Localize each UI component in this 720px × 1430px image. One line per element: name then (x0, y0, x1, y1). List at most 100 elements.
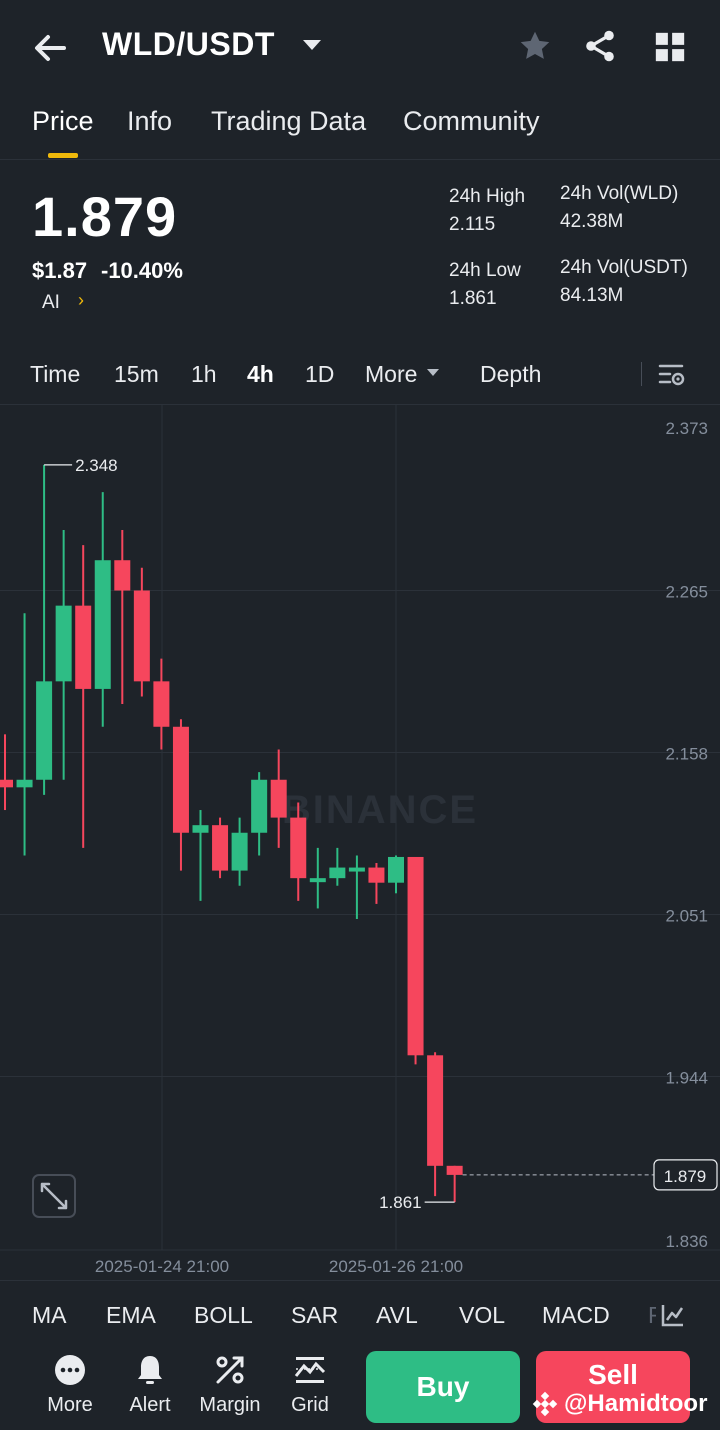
indicator-macd[interactable]: MACD (542, 1302, 610, 1328)
vol-quote-label: 24h Vol(USDT) (560, 257, 688, 278)
candle-body (270, 779, 287, 818)
interval-more[interactable]: More (365, 361, 418, 387)
candle-body (75, 605, 92, 689)
back-icon[interactable] (30, 28, 70, 68)
candle-body (388, 856, 404, 883)
price-change-percent: -10.40% (101, 258, 183, 283)
star-icon[interactable] (517, 28, 553, 64)
divider (0, 404, 720, 405)
candle-body (172, 726, 189, 833)
sell-button[interactable]: Sell (536, 1351, 690, 1423)
candle-body (251, 779, 268, 833)
indicator-settings-icon[interactable] (660, 1302, 686, 1328)
vol-base-value: 42.38M (560, 211, 624, 232)
candle-body (133, 590, 150, 682)
grid-trading-icon (294, 1357, 326, 1383)
max-price-label: 2.348 (75, 456, 118, 475)
margin-button[interactable]: Margin (195, 1352, 265, 1417)
divider (0, 159, 720, 160)
y-tick-label: 2.265 (665, 583, 708, 602)
chevron-right-icon[interactable]: › (78, 290, 84, 310)
candle (133, 567, 150, 697)
buy-button[interactable]: Buy (366, 1351, 520, 1423)
candle (0, 734, 13, 811)
candle (309, 847, 326, 909)
indicator-vol[interactable]: VOL (459, 1302, 506, 1328)
interval-1h[interactable]: 1h (191, 361, 217, 387)
candle (114, 529, 131, 705)
candlestick-chart[interactable]: BINANCE 2.348 1.861 1.879 2.373 2.265 2.158 2… (0, 405, 720, 1280)
indicator-sar[interactable]: SAR (291, 1302, 339, 1328)
candle (407, 856, 424, 1065)
indicator-more[interactable]: R (648, 1302, 656, 1329)
more-label: More (47, 1394, 93, 1416)
watermark-handle: @Hamidtoor (564, 1390, 708, 1417)
divider (641, 362, 642, 386)
grid-icon[interactable] (653, 30, 687, 64)
interval-1d[interactable]: 1D (305, 361, 335, 387)
candle (231, 817, 248, 886)
candle (212, 817, 229, 879)
interval-4h[interactable]: 4h (247, 361, 274, 387)
share-icon[interactable] (582, 28, 618, 64)
candle-body (94, 560, 111, 689)
fullscreen-icon[interactable] (32, 1174, 76, 1218)
min-price-label: 1.861 (379, 1193, 422, 1212)
tab-info[interactable]: Info (127, 106, 173, 136)
candle-body (0, 779, 13, 788)
binance-logo-icon (532, 1391, 558, 1417)
x-tick-label: 2025-01-24 21:00 (95, 1257, 229, 1276)
indicator-ema[interactable]: EMA (106, 1302, 156, 1328)
candle-body (55, 605, 72, 682)
indicator-avl[interactable]: AVL (376, 1302, 418, 1328)
y-tick-label: 2.051 (665, 906, 708, 925)
grid-label: Grid (291, 1394, 329, 1416)
low-label: 24h Low (449, 260, 521, 281)
candle (94, 492, 111, 727)
candle-body (231, 832, 248, 871)
indicator-ma[interactable]: MA (32, 1302, 67, 1328)
interval-15m[interactable]: 15m (114, 361, 159, 387)
tab-community[interactable]: Community (403, 106, 540, 136)
depth-tab[interactable]: Depth (480, 361, 542, 387)
candle-body (348, 867, 365, 872)
candle-body (16, 779, 33, 788)
chart-settings-icon[interactable] (656, 360, 688, 390)
chevron-down-icon[interactable] (427, 369, 439, 376)
chevron-down-icon[interactable] (303, 40, 321, 50)
divider (0, 1280, 720, 1281)
candle (172, 719, 189, 871)
tab-trading-data[interactable]: Trading Data (211, 106, 367, 136)
interval-time[interactable]: Time (30, 361, 81, 387)
bell-icon (138, 1356, 162, 1384)
candle (348, 855, 365, 920)
chart-watermark: BINANCE (282, 788, 478, 832)
indicator-boll[interactable]: BOLL (194, 1302, 253, 1328)
y-tick-label: 1.944 (665, 1068, 708, 1087)
y-tick-label: 1.836 (665, 1232, 708, 1251)
pair-title[interactable]: WLD/USDT (102, 26, 275, 62)
category-tag[interactable]: AI (42, 292, 60, 313)
candle (446, 1165, 463, 1203)
last-price: 1.879 (32, 185, 178, 248)
candle-body (212, 825, 229, 871)
margin-label: Margin (199, 1394, 261, 1416)
candle (36, 464, 53, 795)
x-tick-label: 2025-01-26 21:00 (329, 1257, 463, 1276)
tab-price[interactable]: Price (32, 106, 94, 136)
margin-icon (216, 1356, 244, 1384)
candle-body (192, 825, 209, 833)
user-watermark: @Hamidtoor (532, 1390, 707, 1418)
candle-body (114, 560, 131, 591)
usd-price: $1.87 (32, 258, 88, 283)
candle-body (309, 878, 326, 883)
candle-body (153, 681, 170, 727)
candle (251, 772, 268, 856)
y-tick-label: 2.373 (665, 419, 708, 438)
grid-trading-button[interactable]: Grid (275, 1352, 345, 1417)
high-label: 24h High (449, 186, 526, 207)
alert-button[interactable]: Alert (115, 1352, 185, 1417)
more-button[interactable]: More (35, 1352, 105, 1417)
candle (290, 802, 307, 901)
candle (427, 1052, 444, 1197)
